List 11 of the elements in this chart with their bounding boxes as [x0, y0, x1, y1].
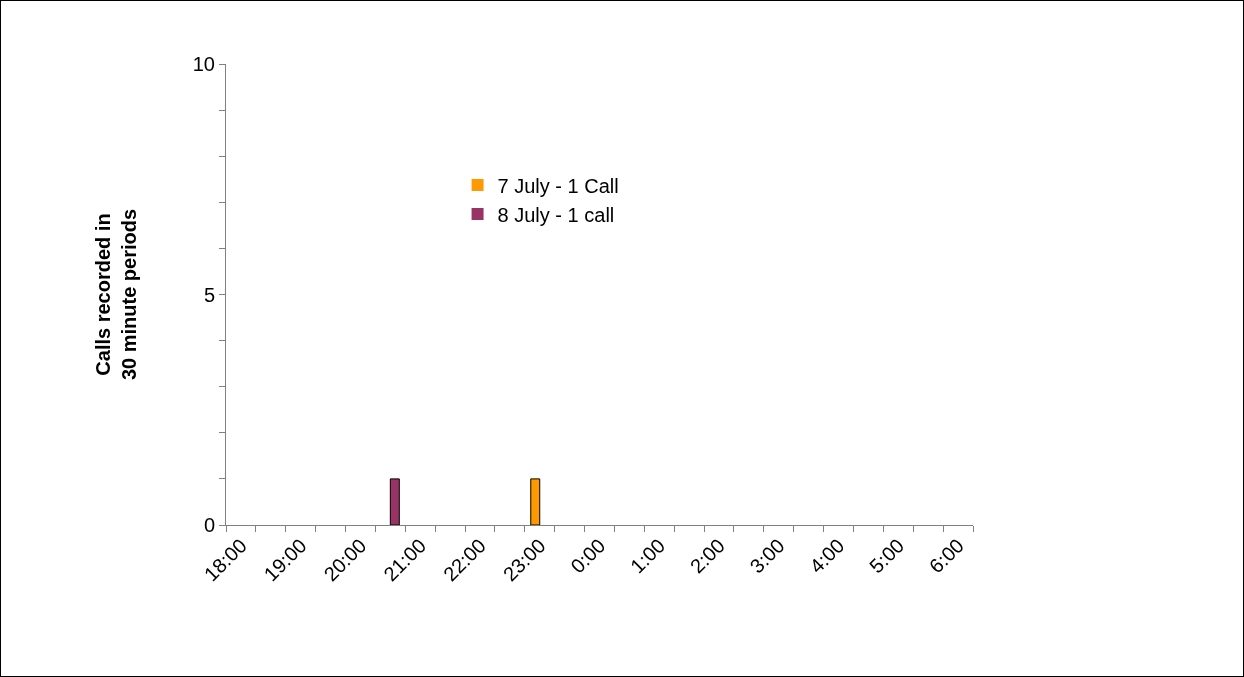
x-tick-label: 5:00: [865, 534, 909, 578]
y-axis-title: Calls recorded in 30 minute periods: [92, 208, 141, 381]
x-tick-label: 0:00: [566, 534, 610, 578]
y-tick-label: 0: [203, 514, 215, 536]
x-tick-label: 4:00: [805, 534, 849, 578]
legend-label: 8 July - 1 call: [497, 203, 615, 226]
legend-label: 7 July - 1 Call: [497, 174, 619, 197]
y-tick-label: 10: [192, 53, 215, 75]
x-tick-label: 6:00: [924, 534, 968, 578]
x-tick-label: 3:00: [745, 534, 789, 578]
y-tick-label: 5: [203, 283, 215, 306]
